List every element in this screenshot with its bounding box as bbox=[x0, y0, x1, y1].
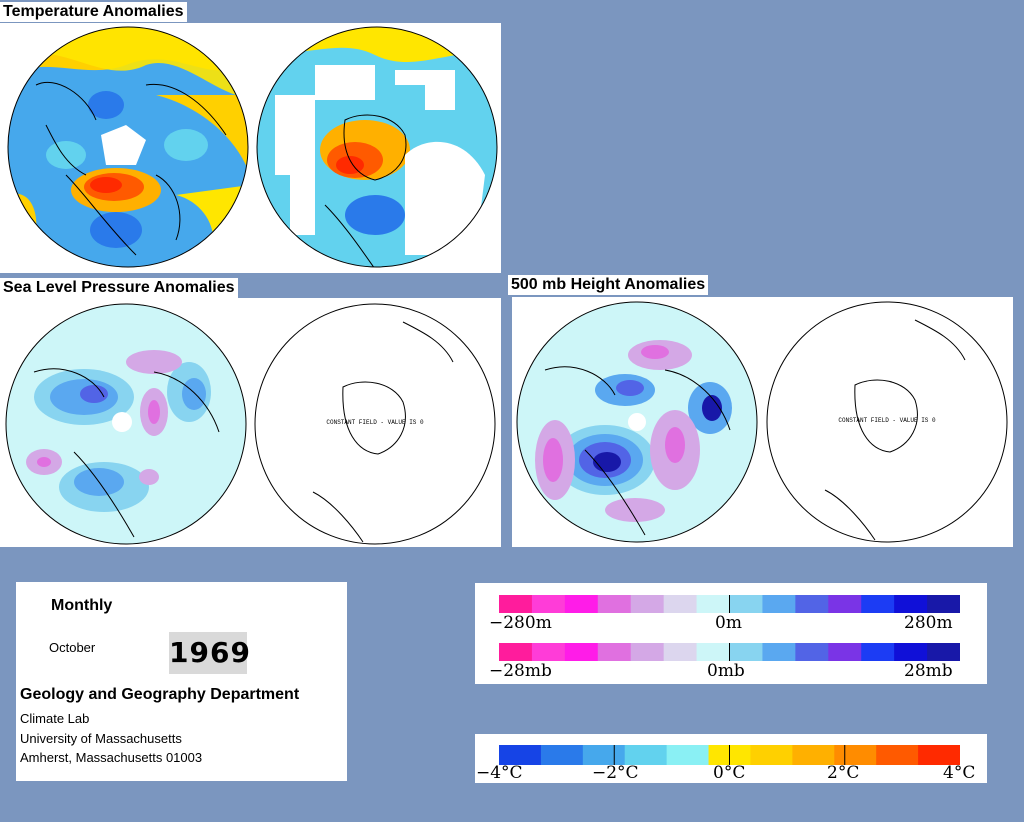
year-display: 1969 bbox=[169, 632, 250, 674]
pressure-bar-swatch bbox=[564, 643, 599, 661]
pressure-bar-swatch bbox=[499, 643, 533, 661]
pressure-bar-swatch bbox=[696, 643, 730, 661]
pressure-bar-swatch bbox=[795, 643, 829, 661]
height-legend-max: 280m bbox=[904, 613, 953, 633]
lab-name: Climate Lab bbox=[20, 711, 90, 726]
height-bar-swatch bbox=[729, 595, 763, 613]
height-title: 500 mb Height Anomalies bbox=[508, 275, 709, 295]
department-name: Geology and Geography Department bbox=[20, 686, 300, 703]
pressure-legend-mid: 0mb bbox=[707, 661, 745, 681]
height-constant-field-label: CONSTANT FIELD - VALUE IS 0 bbox=[838, 417, 936, 424]
temperature-legend-tick-4: 4°C bbox=[943, 763, 976, 783]
height-south-map: CONSTANT FIELD - VALUE IS 0 bbox=[766, 301, 1008, 543]
temperature-legend-tick-neg4: −4°C bbox=[476, 763, 523, 783]
height-bar-swatch bbox=[499, 595, 533, 613]
height-legend-mid: 0m bbox=[715, 613, 742, 633]
pressure-bar-swatch bbox=[927, 643, 960, 661]
pressure-legend-min: −28mb bbox=[489, 661, 552, 681]
pressure-bar-swatch bbox=[828, 643, 862, 661]
pressure-bar-swatch bbox=[531, 643, 566, 661]
height-bar-swatch bbox=[597, 595, 632, 613]
pressure-bar-swatch bbox=[762, 643, 796, 661]
temperature-bar-swatch bbox=[750, 745, 793, 765]
slp-north-map bbox=[5, 303, 247, 545]
slp-south-map: CONSTANT FIELD - VALUE IS 0 bbox=[254, 303, 496, 545]
height-legend-min: −280m bbox=[489, 613, 552, 633]
pressure-bar-swatch bbox=[663, 643, 698, 661]
temperature-bar-swatch bbox=[918, 745, 960, 765]
temperature-color-bar bbox=[499, 745, 960, 765]
height-bar-swatch bbox=[696, 595, 730, 613]
temperature-bar-swatch bbox=[499, 745, 542, 765]
address: Amherst, Massachusetts 01003 bbox=[20, 750, 203, 765]
height-north-map bbox=[516, 301, 758, 543]
temperature-north-map bbox=[7, 26, 249, 268]
temperature-title: Temperature Anomalies bbox=[0, 2, 187, 22]
pressure-bar-swatch bbox=[597, 643, 632, 661]
height-bar-swatch bbox=[927, 595, 960, 613]
anomaly-legend-box: −280m 0m 280m −28mb 0mb 28mb bbox=[475, 583, 987, 684]
month-label: October bbox=[49, 640, 96, 655]
pressure-legend-max: 28mb bbox=[904, 661, 953, 681]
height-bar-swatch bbox=[795, 595, 829, 613]
university-name: University of Massachusetts bbox=[20, 731, 182, 746]
height-bar-swatch bbox=[630, 595, 665, 613]
temperature-bar-swatch bbox=[540, 745, 584, 765]
height-bar-swatch bbox=[828, 595, 862, 613]
height-color-bar bbox=[499, 595, 960, 613]
temperature-bar-swatch bbox=[876, 745, 919, 765]
info-box: Monthly October 1969 Geology and Geograp… bbox=[16, 582, 347, 781]
slp-title: Sea Level Pressure Anomalies bbox=[0, 278, 238, 298]
height-bar-swatch bbox=[564, 595, 599, 613]
temperature-legend-tick-2: 2°C bbox=[827, 763, 860, 783]
temperature-legend-box: −4°C −2°C 0°C 2°C 4°C bbox=[475, 734, 987, 783]
slp-constant-field-label: CONSTANT FIELD - VALUE IS 0 bbox=[326, 419, 424, 426]
pressure-bar-swatch bbox=[630, 643, 665, 661]
temperature-bar-swatch bbox=[624, 745, 668, 765]
height-bar-swatch bbox=[663, 595, 698, 613]
pressure-bar-swatch bbox=[861, 643, 895, 661]
temperature-bar-swatch bbox=[792, 745, 835, 765]
pressure-color-bar bbox=[499, 643, 960, 661]
temperature-bar-swatch bbox=[582, 745, 626, 765]
period-label: Monthly bbox=[51, 597, 113, 614]
height-bar-swatch bbox=[762, 595, 796, 613]
height-bar-swatch bbox=[861, 595, 895, 613]
height-bar-swatch bbox=[894, 595, 928, 613]
temperature-bar-swatch bbox=[834, 745, 877, 765]
pressure-bar-swatch bbox=[894, 643, 928, 661]
temperature-legend-tick-neg2: −2°C bbox=[592, 763, 639, 783]
height-bar-swatch bbox=[531, 595, 566, 613]
temperature-legend-tick-0: 0°C bbox=[713, 763, 746, 783]
temperature-south-map bbox=[256, 26, 498, 268]
pressure-bar-swatch bbox=[729, 643, 763, 661]
temperature-bar-swatch bbox=[666, 745, 710, 765]
